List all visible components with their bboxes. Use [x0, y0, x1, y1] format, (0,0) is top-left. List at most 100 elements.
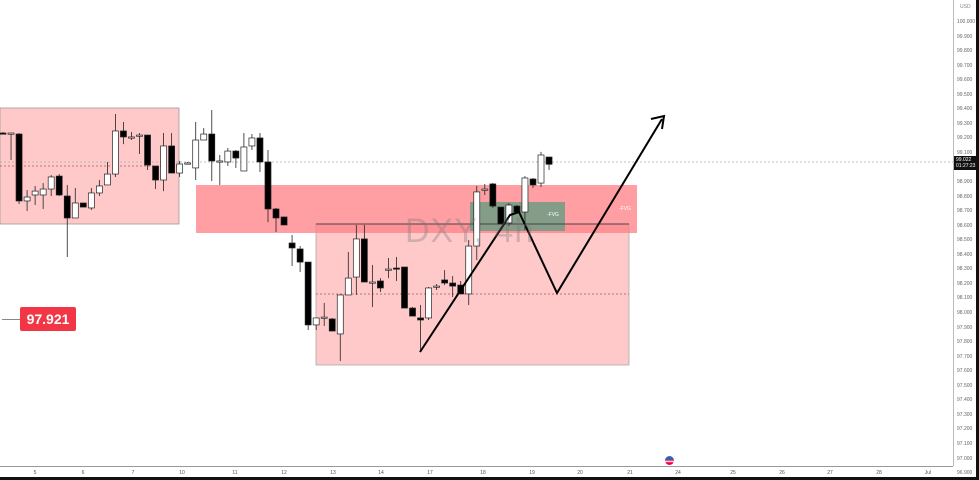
- candle-up[interactable]: [31, 190, 39, 196]
- time-tick: 12: [281, 470, 287, 476]
- candle-up[interactable]: [537, 154, 545, 184]
- candle-up[interactable]: [71, 202, 79, 219]
- candle-up[interactable]: [216, 160, 224, 163]
- time-axis[interactable]: 5 6 7 10 11 12 13 14 17 18 19 20 21 24 25 26 27 28 Jul: [0, 466, 953, 478]
- candle-down[interactable]: [489, 183, 497, 207]
- bar-countdown: 01:27:23: [956, 163, 976, 169]
- price-tick: 97.400: [957, 397, 973, 404]
- candle-down[interactable]: [449, 282, 457, 287]
- price-tick: 99.100: [957, 149, 973, 156]
- candle-down[interactable]: [497, 206, 505, 225]
- candle-up[interactable]: [433, 285, 440, 288]
- symbol-watermark: DXY, 4h: [405, 212, 535, 250]
- candle-up[interactable]: [521, 177, 529, 213]
- candles-group: [0, 110, 553, 362]
- candle-down[interactable]: [152, 165, 159, 181]
- candle-up[interactable]: [465, 245, 473, 295]
- candle-down[interactable]: [280, 216, 288, 226]
- candle-up[interactable]: [344, 277, 352, 296]
- candle-down[interactable]: [401, 266, 408, 309]
- us-flag-event-icon[interactable]: [665, 456, 674, 465]
- candle-down[interactable]: [441, 279, 448, 284]
- time-tick: 26: [779, 470, 785, 476]
- candle-up[interactable]: [248, 137, 256, 147]
- candle-up[interactable]: [104, 173, 111, 186]
- candle-down[interactable]: [296, 248, 304, 263]
- chart-canvas[interactable]: [0, 0, 953, 466]
- candle-down[interactable]: [304, 261, 312, 326]
- price-tick: 98.600: [957, 222, 973, 229]
- candle-up[interactable]: [47, 176, 55, 190]
- candle-down[interactable]: [393, 267, 400, 270]
- candle-down[interactable]: [409, 307, 416, 317]
- candle-up[interactable]: [128, 136, 135, 139]
- time-tick: 20: [577, 470, 583, 476]
- candle-up[interactable]: [96, 185, 103, 194]
- candle-up[interactable]: [176, 163, 184, 174]
- candle-up[interactable]: [336, 294, 344, 335]
- currency-label: USD: [960, 4, 971, 10]
- candle-down[interactable]: [361, 238, 368, 283]
- range-zone-right[interactable]: [315, 223, 630, 366]
- candle-up[interactable]: [160, 145, 167, 181]
- price-tick: 99.400: [957, 106, 973, 113]
- price-tick: 99.900: [957, 33, 973, 40]
- candle-up[interactable]: [473, 191, 481, 247]
- candle-down[interactable]: [168, 145, 175, 174]
- candle-down[interactable]: [15, 133, 23, 202]
- candle-up[interactable]: [312, 317, 320, 326]
- candle-up[interactable]: [240, 146, 248, 172]
- candle-up[interactable]: [385, 268, 392, 271]
- candle-down[interactable]: [55, 175, 63, 196]
- price-tick: 98.400: [957, 251, 973, 258]
- time-tick: 6: [81, 470, 85, 476]
- candle-down[interactable]: [232, 150, 240, 159]
- candle-down[interactable]: [328, 318, 336, 332]
- price-tick: 99.200: [957, 135, 973, 142]
- candle-down[interactable]: [288, 242, 296, 249]
- candle-down[interactable]: [79, 202, 87, 208]
- candle-up[interactable]: [200, 133, 208, 141]
- price-tick: 97.500: [957, 382, 973, 389]
- candle-up[interactable]: [112, 130, 119, 175]
- candle-down[interactable]: [377, 280, 384, 289]
- candle-up[interactable]: [7, 132, 15, 135]
- candle-up[interactable]: [320, 316, 328, 319]
- candle-up[interactable]: [184, 162, 192, 165]
- candle-up[interactable]: [192, 139, 200, 169]
- candle-up[interactable]: [352, 238, 360, 278]
- projection-path[interactable]: [419, 118, 663, 353]
- candle-down[interactable]: [272, 208, 280, 219]
- price-tick: 97.300: [957, 411, 973, 418]
- price-tick: 99.600: [957, 77, 973, 84]
- candle-up[interactable]: [23, 196, 31, 202]
- candle-up[interactable]: [39, 188, 47, 196]
- candle-down[interactable]: [0, 132, 7, 135]
- price-label[interactable]: 97.921: [20, 307, 76, 331]
- candle-down[interactable]: [417, 317, 424, 321]
- candle-up[interactable]: [224, 150, 232, 163]
- candle-down[interactable]: [144, 134, 151, 166]
- time-tick: 28: [876, 470, 882, 476]
- candle-down[interactable]: [120, 130, 127, 138]
- candle-up[interactable]: [425, 287, 432, 319]
- candle-down[interactable]: [529, 178, 537, 186]
- price-tick: 98.000: [957, 310, 973, 316]
- candle-down[interactable]: [264, 161, 272, 210]
- candle-down[interactable]: [208, 133, 216, 162]
- candle-up[interactable]: [369, 281, 376, 284]
- fvg-label-red: -FVG: [619, 206, 631, 212]
- price-tick: 97.000: [957, 455, 973, 462]
- price-axis[interactable]: USD 100.000 99.900 99.800 99.700 99.600 99.50…: [953, 0, 977, 476]
- candle-up[interactable]: [481, 188, 489, 191]
- candle-down[interactable]: [63, 195, 71, 219]
- time-tick: 21: [627, 470, 633, 476]
- candle-down[interactable]: [545, 156, 553, 165]
- candle-up[interactable]: [87, 192, 95, 209]
- price-tick: 98.200: [957, 280, 973, 287]
- candle-up[interactable]: [136, 134, 143, 137]
- price-tick: 99.300: [957, 120, 973, 127]
- candle-down[interactable]: [256, 137, 264, 163]
- price-tick: 97.600: [957, 368, 973, 375]
